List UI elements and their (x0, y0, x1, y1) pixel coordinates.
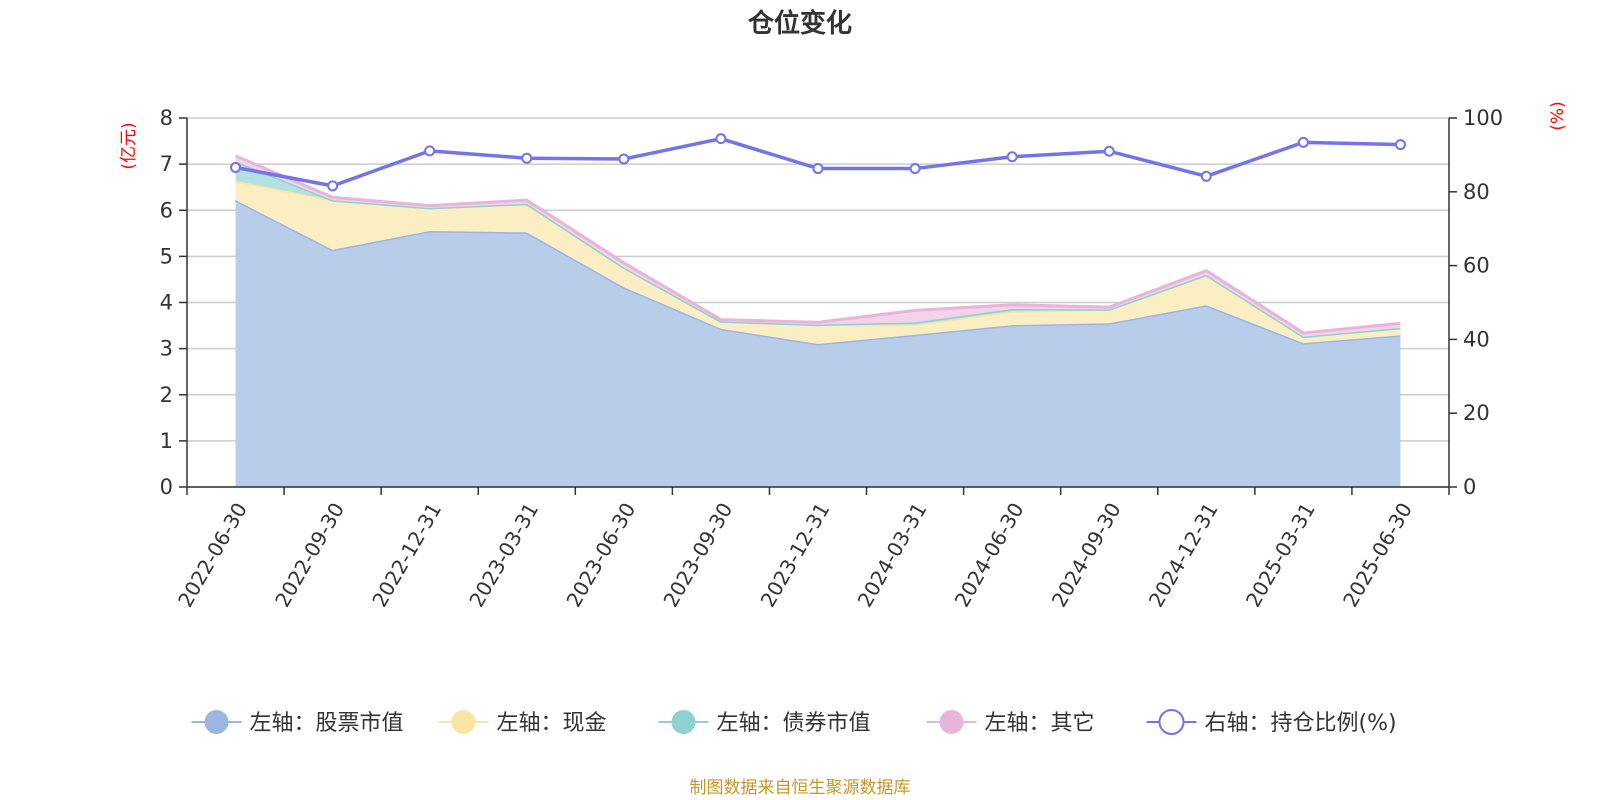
x-tick-label: 2024-06-30 (950, 498, 1029, 611)
x-tick-label: 2023-03-31 (464, 499, 543, 612)
y-right-tick-label: 40 (1463, 327, 1490, 351)
area-2 (235, 180, 1401, 345)
ratio-point (1297, 136, 1309, 148)
x-tick-label: 2022-06-30 (173, 499, 252, 612)
y-right-unit-label: (%) (1548, 101, 1568, 130)
ratio-point (1103, 145, 1115, 157)
y-left-tick-label: 7 (160, 152, 173, 176)
x-tick-label: 2023-12-31 (756, 499, 835, 612)
x-tick-labels: 2022-06-30 2022-09-30 2022-12-31 2023-03-31… (173, 498, 1417, 611)
axes (179, 117, 1457, 495)
y-left-unit-label: (亿元) (119, 122, 139, 169)
ratio-point (618, 153, 630, 165)
legend-marker (451, 710, 476, 734)
y-left-tick-label: 0 (160, 475, 173, 499)
chart-title: 仓位变化 (747, 8, 852, 39)
ratio-point (1394, 139, 1406, 151)
x-tick-label: 2024-12-31 (1144, 499, 1223, 612)
holding-ratio-line (230, 133, 1406, 192)
y-right-tick-labels: 0 20 40 60 80 100 (1463, 106, 1503, 499)
ratio-point (521, 152, 533, 164)
legend-label: 左轴：股票市值 (250, 711, 404, 736)
legend-label: 左轴：债券市值 (717, 711, 871, 736)
ratio-line-path (235, 136, 1401, 188)
y-left-tick-label: 4 (160, 291, 173, 315)
area-line-4 (234, 154, 1401, 335)
x-tick-label: 2024-03-31 (853, 499, 932, 612)
ratio-point (327, 180, 339, 192)
area-series (234, 154, 1401, 488)
legend-marker (1158, 709, 1185, 735)
source-note: 制图数据来自恒生聚源数据库 (690, 778, 911, 798)
ratio-point (230, 161, 242, 173)
legend-item-3[interactable]: 左轴：债券市值 (658, 710, 871, 736)
y-left-tick-label: 3 (160, 337, 173, 361)
legend-item-2[interactable]: 左轴：现金 (438, 710, 607, 736)
ratio-point (909, 163, 921, 175)
ratio-point (1006, 151, 1018, 163)
legend-marker (204, 710, 229, 734)
legend-label: 左轴：其它 (985, 711, 1095, 736)
ratio-point (1200, 170, 1212, 182)
x-tick-label: 2025-06-30 (1338, 499, 1417, 612)
y-right-tick-label: 80 (1463, 180, 1490, 204)
y-left-tick-label: 6 (160, 198, 173, 222)
ratio-point (812, 163, 824, 175)
x-tick-label: 2025-03-31 (1241, 499, 1320, 612)
y-left-tick-label: 8 (160, 106, 173, 130)
legend-item-4[interactable]: 左轴：其它 (926, 710, 1095, 736)
y-right-tick-label: 60 (1463, 254, 1490, 278)
legend-item-5[interactable]: 右轴：持仓比例(%) (1146, 709, 1397, 736)
legend-item-1[interactable]: 左轴：股票市值 (191, 710, 404, 736)
legend-marker (671, 710, 696, 734)
y-right-tick-label: 0 (1463, 475, 1476, 499)
y-left-tick-label: 2 (160, 383, 173, 407)
legend: 左轴：股票市值 左轴：现金 左轴：债券市值 左轴：其它 右轴：持仓比例(%) (191, 709, 1397, 736)
y-right-tick-label: 100 (1463, 106, 1503, 130)
y-left-tick-label: 1 (160, 429, 173, 453)
x-tick-label: 2022-12-31 (367, 499, 446, 612)
x-tick-label: 2023-09-30 (658, 499, 737, 612)
y-left-tick-label: 5 (160, 244, 173, 268)
x-tick-label: 2022-09-30 (270, 499, 349, 612)
area-1 (235, 200, 1401, 488)
ratio-point (715, 133, 727, 145)
y-left-tick-labels: 0 1 2 3 4 5 6 7 8 (160, 106, 173, 499)
legend-marker (939, 710, 964, 734)
y-right-tick-label: 20 (1463, 401, 1490, 425)
x-tick-label: 2024-09-30 (1047, 499, 1126, 612)
legend-label: 右轴：持仓比例(%) (1205, 711, 1397, 736)
x-tick-label: 2023-06-30 (561, 499, 640, 612)
ratio-point (424, 145, 436, 157)
legend-label: 左轴：现金 (497, 711, 607, 736)
